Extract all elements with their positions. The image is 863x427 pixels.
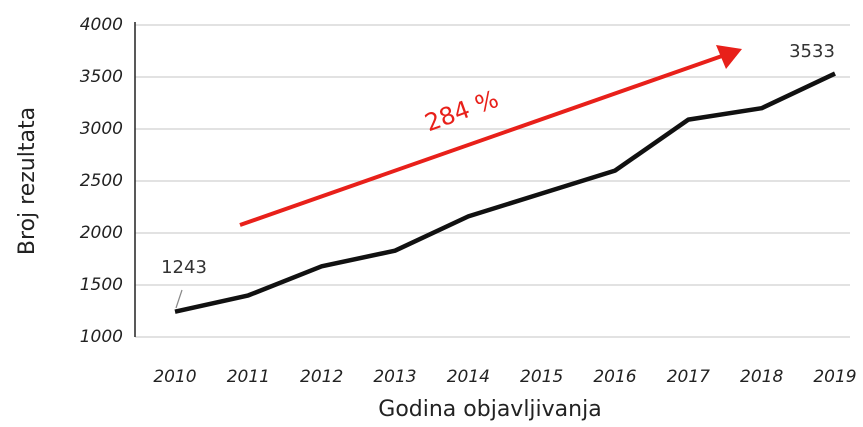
x-tick-label: 2018 [740,367,783,387]
y-tick-label: 1500 [80,275,123,295]
end-annotation: 3533 [789,41,835,62]
y-tick-label: 4000 [80,15,123,35]
start-annotation: 1243 [161,257,207,278]
x-tick-label: 2016 [593,367,636,387]
y-tick-label: 1000 [80,327,123,347]
x-tick-label: 2013 [373,367,416,387]
x-tick-label: 2019 [813,367,856,387]
leader-line [175,289,183,309]
trend-arrow [239,54,723,227]
x-tick-label: 2014 [447,367,490,387]
trend-arrowhead [716,45,742,69]
x-tick-label: 2011 [227,367,270,387]
x-tick-label: 2010 [153,367,196,387]
y-axis-label: Broj rezultata [15,107,40,255]
data-line [174,71,836,314]
x-tick-label: 2015 [520,367,563,387]
x-tick-label: 2017 [667,367,710,387]
y-tick-label: 3000 [80,119,123,139]
x-tick-label: 2012 [300,367,343,387]
y-tick-label: 3500 [80,67,123,87]
y-tick-label: 2000 [80,223,123,243]
y-tick-label: 2500 [80,171,123,191]
x-axis-label: Godina objavljivanja [378,397,601,422]
